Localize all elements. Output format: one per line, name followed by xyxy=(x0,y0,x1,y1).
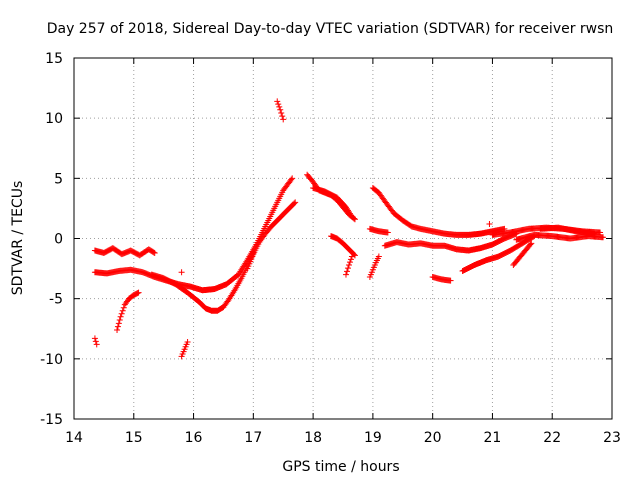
x-tick-label: 14 xyxy=(65,430,83,446)
chart-title: Day 257 of 2018, Sidereal Day-to-day VTE… xyxy=(47,21,614,37)
data-point-marker xyxy=(225,297,232,304)
data-point-marker xyxy=(342,271,349,278)
series-track-5 xyxy=(178,338,191,360)
data-point-marker xyxy=(292,199,299,206)
x-tick-label: 20 xyxy=(424,430,442,446)
data-point-marker xyxy=(151,249,158,256)
y-tick-label: 15 xyxy=(45,51,63,67)
series-track-14 xyxy=(366,253,382,281)
data-point-marker xyxy=(278,109,285,116)
data-point-marker xyxy=(93,341,100,348)
data-point-marker xyxy=(120,304,127,311)
series-track-15 xyxy=(366,225,391,236)
series-track-9 xyxy=(274,98,287,123)
data-point-marker xyxy=(119,307,126,314)
series-track-1 xyxy=(91,245,158,259)
x-tick-label: 18 xyxy=(304,430,322,446)
data-point-marker xyxy=(117,313,124,320)
ticks-layer: 14 15 16 17 18 19 20 21 22 23 -15 -10 -5 0 5 10 15 xyxy=(40,51,621,446)
data-point-marker xyxy=(528,240,535,247)
data-point-marker xyxy=(348,253,355,260)
data-point-marker xyxy=(184,338,191,345)
data-point-marker xyxy=(347,256,354,263)
y-tick-label: -10 xyxy=(40,352,63,368)
y-tick-label: 10 xyxy=(45,111,63,127)
data-point-marker xyxy=(591,230,598,237)
data-point-marker xyxy=(486,221,493,228)
data-point-marker xyxy=(289,175,296,182)
data-point-marker xyxy=(447,277,454,284)
data-point-marker xyxy=(116,317,123,324)
x-tick-label: 21 xyxy=(484,430,502,446)
data-point-marker xyxy=(279,113,286,120)
x-axis-label: GPS time / hours xyxy=(282,459,399,475)
series-track-20 xyxy=(486,221,493,228)
data-point-marker xyxy=(178,269,185,276)
x-tick-label: 23 xyxy=(603,430,621,446)
data-point-marker xyxy=(375,253,382,260)
data-point-marker xyxy=(291,200,298,207)
series-track-23 xyxy=(513,231,607,243)
series-track-19 xyxy=(459,233,538,274)
data-point-marker xyxy=(277,106,284,113)
data-point-marker xyxy=(527,241,534,248)
series-track-6 xyxy=(178,269,185,276)
data-point-marker xyxy=(275,101,282,108)
series-track-17 xyxy=(381,230,520,254)
data-point-marker xyxy=(343,268,350,275)
series-track-13 xyxy=(342,253,355,278)
x-tick-label: 15 xyxy=(125,430,143,446)
data-point-marker xyxy=(118,310,125,317)
y-axis-label: SDTVAR / TECUs xyxy=(10,181,26,296)
series-track-21 xyxy=(510,240,535,268)
series-track-8 xyxy=(244,199,299,272)
series-track-11 xyxy=(310,184,355,220)
series-track-4 xyxy=(114,289,142,333)
series-track-12 xyxy=(328,233,358,259)
y-tick-label: 5 xyxy=(54,171,63,187)
data-point-marker xyxy=(150,249,157,256)
data-point-marker xyxy=(280,116,287,123)
y-tick-label: -5 xyxy=(49,292,63,308)
data-point-marker xyxy=(91,335,98,342)
y-tick-label: 0 xyxy=(54,232,63,248)
x-tick-label: 17 xyxy=(244,430,262,446)
x-tick-label: 22 xyxy=(543,430,561,446)
data-point-marker xyxy=(115,320,122,327)
data-point-marker xyxy=(114,326,121,333)
data-point-marker xyxy=(114,323,121,330)
data-point-marker xyxy=(600,234,607,241)
series-track-7 xyxy=(148,249,257,314)
data-point-marker xyxy=(346,259,353,266)
x-tick-label: 19 xyxy=(364,430,382,446)
y-tick-label: -15 xyxy=(40,412,63,428)
x-tick-label: 16 xyxy=(185,430,203,446)
data-points-layer xyxy=(91,98,607,360)
data-point-marker xyxy=(276,103,283,110)
data-point-marker xyxy=(345,261,352,268)
data-point-marker xyxy=(274,98,281,105)
data-point-marker xyxy=(288,176,295,183)
data-point-marker xyxy=(92,338,99,345)
data-point-marker xyxy=(351,252,358,259)
data-point-marker xyxy=(384,229,391,236)
series-track-24 xyxy=(537,224,598,237)
series-track-18 xyxy=(429,274,454,284)
series-track-3 xyxy=(91,335,100,348)
data-point-marker xyxy=(348,213,355,220)
data-point-marker xyxy=(135,289,142,296)
data-point-marker xyxy=(344,265,351,272)
series-track-16 xyxy=(369,184,508,238)
